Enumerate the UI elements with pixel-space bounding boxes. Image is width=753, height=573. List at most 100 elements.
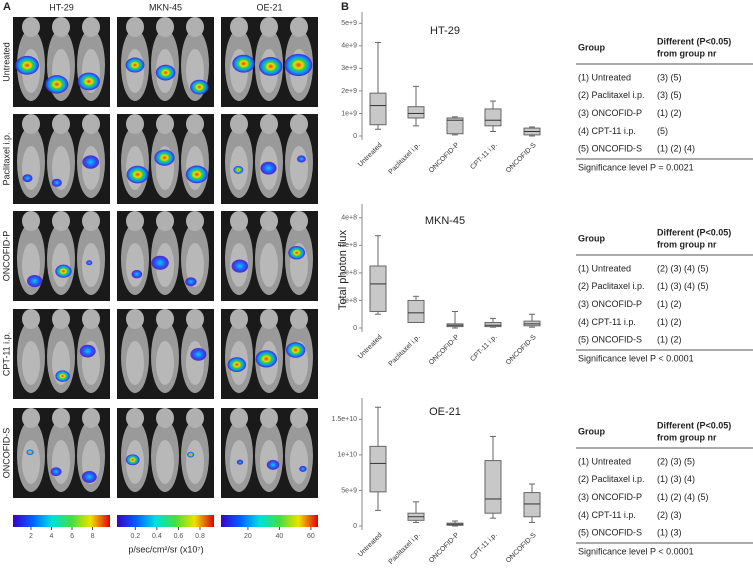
mouse-head	[82, 17, 100, 37]
panel-label: B	[341, 1, 349, 13]
signal	[236, 459, 244, 465]
chart-title: MKN-45	[425, 215, 465, 227]
mouse-fur	[186, 243, 204, 287]
column-header: HT-29	[49, 2, 74, 12]
x-tick-label: ONCOFID-S	[505, 532, 538, 565]
table-cell: (1) Untreated	[578, 263, 631, 273]
table-footer: Significance level P = 0.0021	[578, 162, 694, 172]
colorbar	[117, 515, 214, 527]
mouse-fur	[290, 146, 308, 190]
table-cell: (3) ONCOFID-P	[578, 492, 642, 502]
bioluminescence-image	[13, 114, 110, 204]
table-header: from group nr	[657, 48, 717, 58]
mouse-head	[82, 309, 100, 329]
box	[407, 299, 425, 323]
row-label: Paclitaxel i.p.	[1, 132, 11, 185]
mouse-head	[186, 114, 204, 134]
x-tick-label: Paclitaxel i.p.	[388, 532, 422, 566]
signal	[266, 459, 280, 470]
signal	[232, 54, 255, 73]
row-label: ONCOFID-S	[1, 428, 11, 479]
signal	[79, 344, 96, 358]
mouse-head	[22, 114, 40, 134]
signal	[55, 370, 70, 382]
table-cell: (3) ONCOFID-P	[578, 108, 642, 118]
table-cell: (2) (3) (5)	[657, 456, 695, 466]
box	[446, 117, 464, 135]
colorbar	[13, 515, 110, 527]
mouse-head	[290, 309, 308, 329]
bioluminescence-image	[117, 211, 214, 301]
bioluminescence-image	[117, 309, 214, 399]
bioluminescence-image	[221, 211, 318, 301]
mouse-head	[156, 17, 174, 37]
mouse-head	[52, 114, 70, 134]
mouse-head	[52, 17, 70, 37]
table-footer: Significance level P < 0.0001	[578, 546, 694, 556]
table-cell: (5) ONCOFID-S	[578, 528, 642, 538]
mouse-head	[82, 408, 100, 428]
table-cell: (1) (2)	[657, 108, 682, 118]
box	[484, 460, 502, 514]
signal	[285, 342, 306, 358]
colorbar-tick-label: 40	[276, 533, 284, 540]
table-footer: Significance level P < 0.0001	[578, 353, 694, 363]
table-cell: (1) (2)	[657, 317, 682, 327]
table-cell: (2) (3) (4) (5)	[657, 263, 709, 273]
mouse-fur	[186, 341, 204, 385]
colorbar-tick-label: 4	[50, 533, 54, 540]
table-cell: (1) (3)	[657, 528, 682, 538]
table-cell: (3) (5)	[657, 90, 682, 100]
column-header: MKN-45	[149, 2, 182, 12]
bioluminescence-image	[117, 408, 214, 498]
y-tick-label: 1e+9	[341, 110, 357, 117]
signal	[125, 454, 140, 466]
signal	[299, 465, 307, 472]
mouse-head	[260, 408, 278, 428]
signal	[51, 178, 62, 187]
x-tick-label: ONCOFID-P	[428, 532, 461, 565]
bioluminescence-image	[221, 408, 318, 498]
table-cell: (2) (3)	[657, 510, 682, 520]
colorbar-tick-label: 0.4	[152, 533, 162, 540]
x-tick-label: Paclitaxel i.p.	[388, 334, 422, 368]
mouse-fur	[82, 243, 100, 287]
bioluminescence-image	[117, 17, 214, 107]
mouse-head	[260, 114, 278, 134]
signal	[55, 264, 72, 278]
y-tick-label: 5e+9	[341, 20, 357, 27]
mouse-head	[230, 114, 248, 134]
table-cell: (1) (2) (4) (5)	[657, 492, 709, 502]
x-tick-label: Untreated	[357, 532, 384, 559]
colorbar-tick-label: 6	[70, 533, 74, 540]
mouse-head	[156, 211, 174, 231]
mouse-head	[230, 309, 248, 329]
table-cell: (1) Untreated	[578, 456, 631, 466]
signal	[15, 55, 39, 75]
box	[484, 321, 502, 328]
mouse-head	[230, 408, 248, 428]
signal	[26, 274, 43, 288]
table-header: Group	[578, 42, 605, 52]
x-tick-label: ONCOFID-S	[505, 334, 538, 367]
table-header: Different (P<0.05)	[657, 420, 731, 430]
signal	[131, 269, 143, 279]
mouse-head	[186, 408, 204, 428]
bioluminescence-image	[13, 309, 110, 399]
mouse-head	[52, 211, 70, 231]
colorbar-tick-label: 0.6	[174, 533, 184, 540]
signal	[231, 259, 249, 273]
table-cell: (2) Paclitaxel i.p.	[578, 474, 645, 484]
mouse-head	[290, 211, 308, 231]
x-tick-label: Untreated	[357, 334, 384, 361]
chart-title: HT-29	[430, 25, 460, 37]
y-tick-label: 5e+9	[341, 487, 357, 494]
mouse-head	[186, 17, 204, 37]
box	[369, 92, 387, 126]
y-tick-label: 1e+8	[341, 297, 357, 304]
colorbar-unit: p/sec/cm²/sr (x10⁷)	[128, 544, 203, 554]
mouse-head	[126, 114, 144, 134]
table-cell: (1) Untreated	[578, 72, 631, 82]
colorbar-tick-label: 20	[244, 533, 252, 540]
table-cell: (5) ONCOFID-S	[578, 144, 642, 154]
